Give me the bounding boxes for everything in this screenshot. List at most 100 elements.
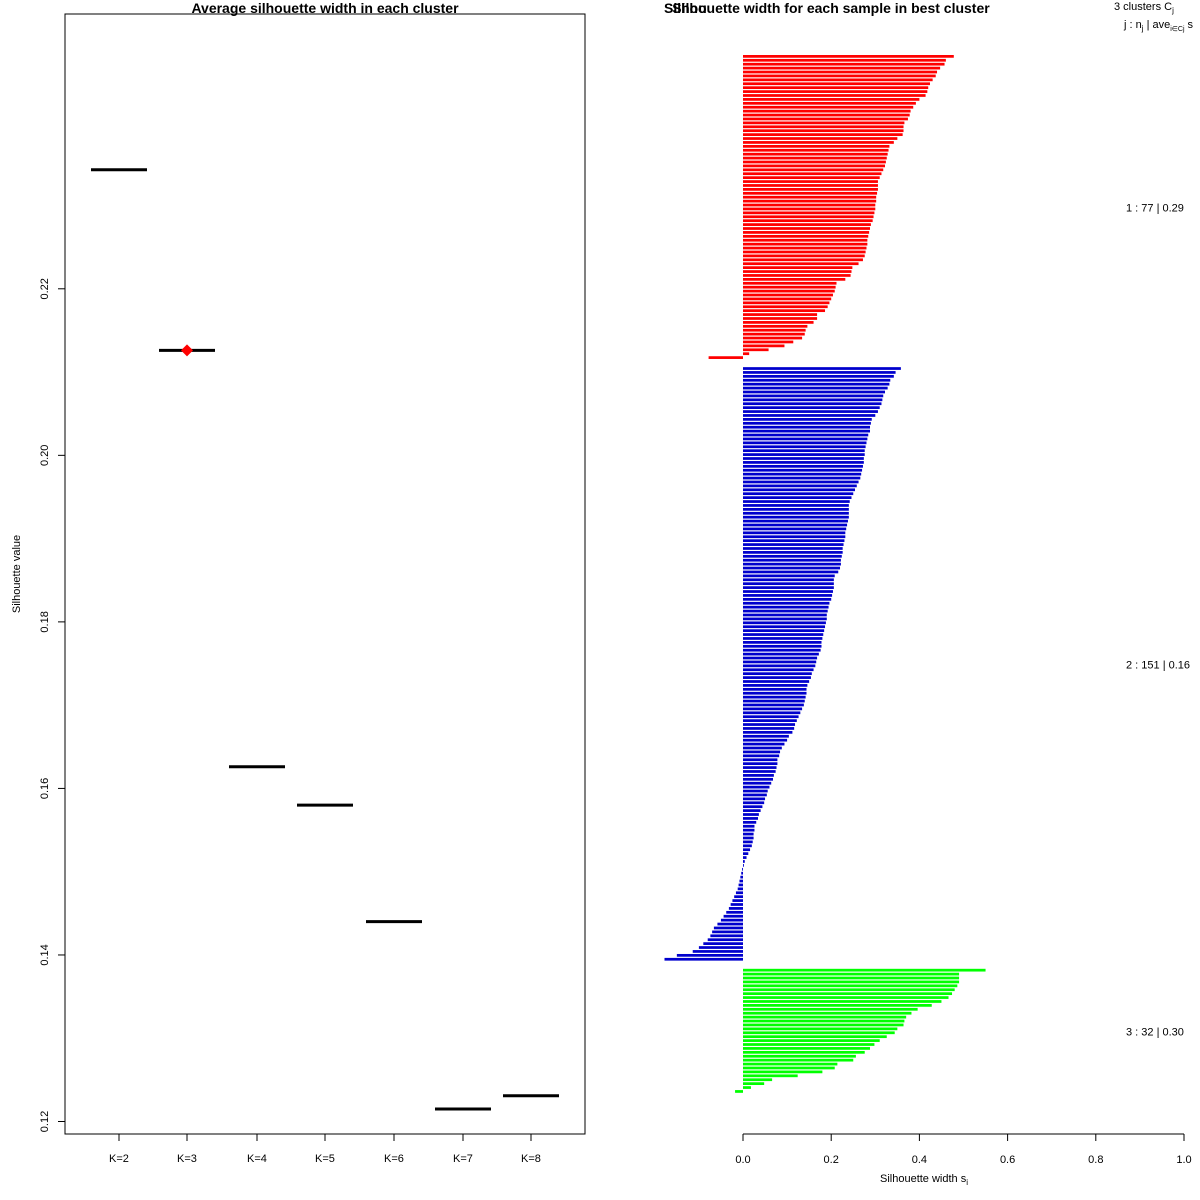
- silhouette-bar: [743, 582, 834, 586]
- silhouette-bar: [743, 750, 781, 754]
- silhouette-bar: [743, 74, 936, 78]
- silhouette-bar: [743, 348, 769, 352]
- silhouette-bar: [743, 117, 908, 121]
- silhouette-bar: [743, 371, 896, 374]
- silhouette-bar: [743, 168, 884, 172]
- silhouette-bar: [743, 1086, 751, 1089]
- silhouette-bar: [743, 277, 846, 281]
- silhouette-bar: [743, 836, 754, 840]
- silhouette-bar: [723, 914, 743, 918]
- silhouette-bar: [743, 586, 834, 589]
- left-marks: [91, 168, 559, 1111]
- silhouette-bar: [735, 1090, 743, 1093]
- silhouette-bar: [743, 152, 888, 156]
- silhouette-bar: [743, 707, 803, 711]
- legend-header-line2-mid: | ave: [1144, 19, 1171, 31]
- left-chart-title: Average silhouette width in each cluster: [191, 0, 459, 16]
- silhouette-bar: [743, 500, 850, 503]
- silhouette-bar: [712, 930, 743, 934]
- legend-header-line2-sub: j: [1141, 24, 1144, 33]
- silhouette-bar: [743, 1015, 907, 1019]
- silhouette-bar: [738, 883, 743, 887]
- silhouette-bar: [743, 617, 827, 621]
- silhouette-bar: [743, 317, 818, 320]
- silhouette-bar: [743, 78, 933, 82]
- silhouette-bar: [743, 562, 841, 566]
- silhouette-bar: [743, 121, 905, 125]
- silhouette-bar: [743, 172, 882, 176]
- silhouette-bar: [743, 738, 788, 742]
- silhouette-bar: [743, 766, 777, 769]
- silhouette-bar: [743, 378, 891, 382]
- silhouette-bar: [743, 231, 870, 234]
- silhouette-bar: [743, 398, 883, 402]
- silhouette-bar: [676, 953, 743, 957]
- silhouette-bar: [743, 976, 960, 980]
- silhouette-bar: [743, 785, 770, 789]
- right-bars: [664, 55, 986, 1093]
- silhouette-bar: [743, 648, 821, 652]
- silhouette-bar: [743, 1031, 895, 1035]
- silhouette-bar: [743, 625, 826, 629]
- silhouette-bar: [743, 742, 785, 746]
- silhouette-bar: [743, 386, 888, 390]
- silhouette-bar: [743, 813, 759, 816]
- silhouette-bar: [743, 817, 758, 820]
- silhouette-bar: [743, 62, 945, 66]
- silhouette-bar: [743, 266, 853, 269]
- silhouette-bar: [743, 1054, 856, 1058]
- silhouette-bar: [664, 957, 743, 961]
- silhouette-bar: [743, 98, 920, 101]
- silhouette-bar: [743, 781, 772, 785]
- silhouette-bar: [743, 336, 803, 340]
- silhouette-bar: [743, 207, 876, 211]
- silhouette-bar: [743, 496, 852, 499]
- silhouette-bar: [743, 613, 827, 617]
- silhouette-bar: [743, 793, 767, 797]
- silhouette-bar: [743, 437, 868, 441]
- silhouette-bar: [743, 58, 946, 62]
- right-chart: Silhouette width for each sample in best…: [664, 0, 1194, 1187]
- silhouette-bar: [743, 734, 789, 738]
- best-k-marker: [181, 344, 193, 357]
- silhouette-bar: [743, 664, 816, 668]
- silhouette-bar: [743, 1050, 865, 1054]
- silhouette-bar: [743, 660, 817, 664]
- silhouette-bar: [743, 293, 833, 297]
- silhouette-bar: [708, 356, 743, 359]
- right-chart-title-overlap: Silhou: [664, 0, 707, 16]
- silhouette-bar: [743, 820, 757, 824]
- silhouette-bar: [743, 464, 863, 468]
- silhouette-bar: [743, 840, 753, 844]
- silhouette-bar: [743, 535, 846, 539]
- legend-header-line2-end: s: [1185, 19, 1194, 31]
- silhouette-bar: [743, 1047, 871, 1050]
- left-x-tick-label: K=7: [453, 1153, 473, 1165]
- silhouette-bar: [743, 82, 930, 86]
- silhouette-bar: [743, 472, 862, 476]
- silhouette-bar: [732, 899, 743, 902]
- silhouette-bar: [743, 476, 861, 480]
- silhouette-bar: [743, 125, 904, 129]
- silhouette-bar: [743, 374, 894, 378]
- silhouette-bar: [743, 754, 780, 758]
- silhouette-bar: [743, 860, 745, 863]
- silhouette-bar: [743, 1066, 835, 1070]
- silhouette-bar: [743, 578, 834, 582]
- silhouette-bar: [743, 227, 871, 230]
- silhouette-bar: [743, 523, 848, 527]
- right-x-tick-label: 0.0: [735, 1154, 750, 1166]
- silhouette-bar: [743, 774, 774, 777]
- silhouette-bar: [743, 313, 818, 316]
- silhouette-bar: [743, 141, 894, 144]
- silhouette-bar: [743, 262, 859, 266]
- silhouette-bar: [743, 425, 871, 429]
- silhouette-bar: [743, 968, 986, 972]
- right-x-tick-label: 0.4: [912, 1154, 927, 1166]
- silhouette-bar: [743, 605, 829, 609]
- silhouette-bar: [743, 988, 955, 992]
- silhouette-bar: [743, 445, 866, 449]
- silhouette-bar: [743, 390, 886, 394]
- right-x-axis-label-main: Silhouette width s: [880, 1173, 967, 1185]
- silhouette-bar: [703, 942, 743, 945]
